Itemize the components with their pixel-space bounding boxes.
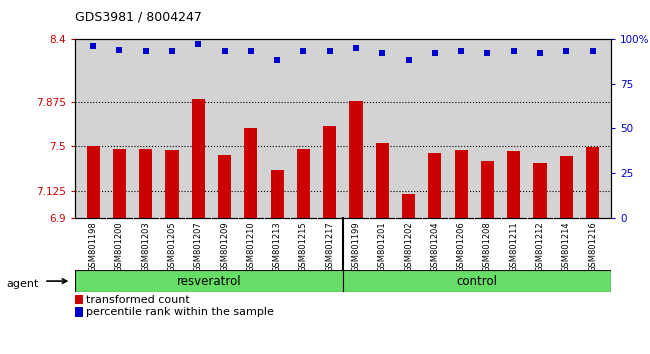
Text: GSM801211: GSM801211 — [509, 221, 518, 272]
Text: GSM801205: GSM801205 — [168, 221, 177, 272]
Bar — [270, 170, 284, 218]
Bar — [75, 270, 343, 292]
Bar — [586, 147, 599, 218]
Bar — [428, 153, 441, 218]
Text: GSM801198: GSM801198 — [88, 221, 98, 272]
Point — [114, 47, 125, 52]
Bar — [244, 129, 257, 218]
Bar — [218, 155, 231, 218]
Point — [193, 41, 203, 47]
Bar — [481, 160, 494, 218]
Bar — [350, 101, 363, 218]
Bar — [192, 98, 205, 218]
Text: GSM801209: GSM801209 — [220, 221, 229, 272]
Bar — [86, 146, 99, 218]
Text: GSM801203: GSM801203 — [141, 221, 150, 272]
Text: GSM801206: GSM801206 — [457, 221, 465, 272]
Text: GSM801207: GSM801207 — [194, 221, 203, 272]
Text: GSM801217: GSM801217 — [325, 221, 334, 272]
Point — [561, 48, 571, 54]
Point — [220, 48, 230, 54]
Text: GSM801213: GSM801213 — [272, 221, 281, 272]
Text: GSM801215: GSM801215 — [299, 221, 308, 272]
Bar — [376, 143, 389, 218]
Point — [351, 45, 361, 51]
Text: agent: agent — [6, 279, 39, 289]
Bar — [323, 126, 336, 218]
Bar — [166, 150, 179, 218]
Point — [88, 43, 98, 49]
Text: GSM801208: GSM801208 — [483, 221, 492, 272]
Point — [456, 48, 466, 54]
Point — [535, 50, 545, 56]
Point — [324, 48, 335, 54]
Bar — [343, 270, 611, 292]
Text: GSM801210: GSM801210 — [246, 221, 255, 272]
Text: transformed count: transformed count — [86, 295, 190, 305]
Bar — [297, 149, 310, 218]
Point — [430, 50, 440, 56]
Point — [140, 48, 151, 54]
Point — [508, 48, 519, 54]
Text: GSM801204: GSM801204 — [430, 221, 439, 272]
Text: GSM801212: GSM801212 — [536, 221, 545, 272]
Text: GSM801216: GSM801216 — [588, 221, 597, 272]
Point — [272, 58, 282, 63]
Point — [167, 48, 177, 54]
Bar — [454, 150, 468, 218]
Point — [482, 50, 493, 56]
Point — [377, 50, 387, 56]
Point — [246, 48, 256, 54]
Text: GSM801202: GSM801202 — [404, 221, 413, 272]
Bar — [113, 149, 126, 218]
Text: GSM801201: GSM801201 — [378, 221, 387, 272]
Bar — [560, 156, 573, 218]
Text: control: control — [456, 275, 497, 287]
Text: GSM801200: GSM801200 — [115, 221, 124, 272]
Bar — [139, 149, 152, 218]
Text: GSM801199: GSM801199 — [352, 221, 361, 272]
Point — [588, 48, 598, 54]
Point — [298, 48, 309, 54]
Text: GSM801214: GSM801214 — [562, 221, 571, 272]
Bar — [534, 163, 547, 218]
Point — [404, 58, 414, 63]
Text: resveratrol: resveratrol — [177, 275, 241, 287]
Bar — [402, 194, 415, 218]
Text: percentile rank within the sample: percentile rank within the sample — [86, 307, 274, 317]
Bar — [507, 151, 520, 218]
Text: GDS3981 / 8004247: GDS3981 / 8004247 — [75, 10, 202, 23]
